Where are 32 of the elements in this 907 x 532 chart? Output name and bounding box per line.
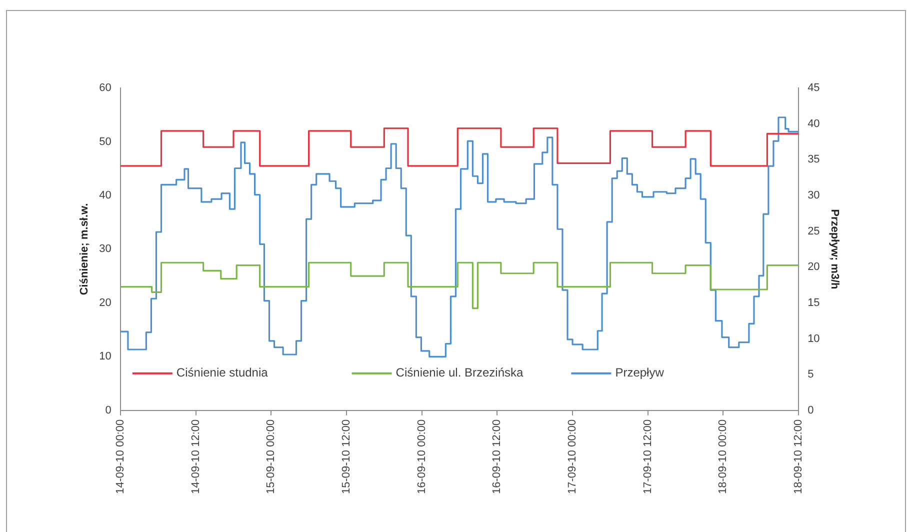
y2-tick-label: 15: [808, 296, 820, 309]
y2-tick-label: 35: [808, 154, 820, 166]
x-tick-label: 14-09-10 00:00: [114, 419, 126, 494]
x-tick-label: 16-09-10 00:00: [416, 419, 428, 494]
x-tick-label: 15-09-10 12:00: [340, 419, 353, 494]
y2-tick-label: 30: [808, 189, 820, 202]
y-tick-label: 30: [99, 243, 112, 256]
y2-tick-label: 10: [808, 332, 820, 345]
y-tick-label: 20: [99, 296, 112, 309]
y2-tick-label: 25: [808, 225, 820, 238]
y-tick-label: 50: [99, 136, 112, 148]
x-tick-label: 18-09-10 12:00: [792, 419, 805, 494]
x-tick-label: 15-09-10 00:00: [265, 419, 278, 494]
y2-tick-label: 5: [808, 368, 814, 381]
y2-tick-label: 45: [808, 82, 820, 94]
y2-tick-label: 0: [808, 404, 814, 416]
legend-label: Przepływ: [615, 366, 664, 380]
y2-axis-title: Przepływ; m3/h: [828, 209, 840, 290]
legend-label: Ciśnienie studnia: [176, 366, 268, 380]
y-axis-title: Ciśnienie; m.sł.w.: [78, 203, 91, 296]
legend-label: Ciśnienie ul. Brzezińska: [396, 366, 524, 380]
y2-tick-label: 20: [808, 261, 820, 274]
y-tick-label: 10: [99, 350, 112, 363]
x-tick-label: 14-09-10 12:00: [190, 419, 202, 494]
y2-tick-label: 40: [808, 118, 820, 130]
y-tick-label: 60: [99, 82, 112, 94]
y-tick-label: 0: [105, 404, 112, 416]
x-tick-label: 18-09-10 00:00: [717, 419, 730, 494]
x-tick-label: 17-09-10 00:00: [566, 419, 579, 494]
x-tick-label: 17-09-10 12:00: [642, 419, 654, 494]
x-tick-label: 16-09-10 12:00: [491, 419, 504, 494]
y-tick-label: 40: [99, 189, 112, 202]
